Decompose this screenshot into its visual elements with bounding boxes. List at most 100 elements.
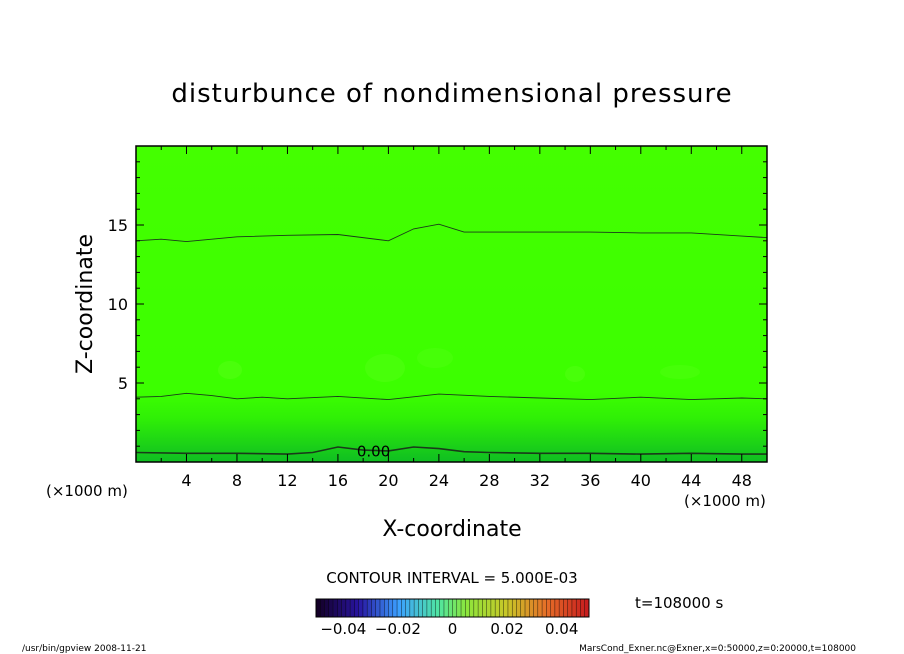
- colorbar-tick-label: −0.04: [320, 620, 366, 638]
- colorbar-segment: [529, 599, 534, 617]
- colorbar-segment: [465, 599, 470, 617]
- y-tick-label: 10: [108, 295, 128, 314]
- colorbar-segment: [345, 599, 351, 617]
- x-tick-label: 36: [580, 471, 600, 490]
- colorbar-tick-label: 0.02: [490, 620, 523, 638]
- colorbar-segment: [495, 599, 500, 617]
- blob: [565, 366, 585, 382]
- x-axis-label: X-coordinate: [382, 517, 521, 542]
- blob: [218, 361, 242, 379]
- colorbar-segment: [486, 599, 492, 617]
- colorbar-segment: [550, 599, 556, 617]
- colorbar-segment: [512, 599, 517, 617]
- colorbar-segment: [452, 599, 457, 617]
- colorbar-segment: [478, 599, 483, 617]
- contour-lines: 0.00: [135, 223, 768, 460]
- x-tick-label: 12: [277, 471, 297, 490]
- colorbar-segment: [379, 599, 385, 617]
- x-unit-right: (×1000 m): [684, 492, 766, 510]
- blob: [660, 365, 700, 379]
- colorbar-segment: [571, 599, 577, 617]
- colorbar-segment: [362, 599, 368, 617]
- footer-left: /usr/bin/gpview 2008-11-21: [22, 644, 146, 654]
- x-tick-label: 40: [631, 471, 651, 490]
- x-tick-label: 20: [378, 471, 398, 490]
- colorbar-segment: [507, 599, 513, 617]
- colorbar-segment: [397, 599, 402, 617]
- x-tick-label: 16: [328, 471, 348, 490]
- colorbar-segment: [320, 599, 325, 617]
- x-tick-label: 8: [232, 471, 242, 490]
- colorbar-frame: [315, 598, 590, 618]
- colorbar-segment: [469, 599, 475, 617]
- colorbar-tick-label: 0: [448, 620, 458, 638]
- colorbar-segment: [456, 599, 462, 617]
- colorbar-segment: [392, 599, 398, 617]
- colorbar-segment: [426, 599, 432, 617]
- colorbar-segment: [431, 599, 436, 617]
- colorbar-segment: [337, 599, 342, 617]
- colorbar-segment: [580, 599, 585, 617]
- colorbar-segment: [525, 599, 530, 617]
- colorbar-segment: [388, 599, 393, 617]
- colorbar-segment: [499, 599, 504, 617]
- colorbar-segment: [418, 599, 423, 617]
- colorbar-segment: [375, 599, 381, 617]
- contour-line: [135, 446, 767, 455]
- y-axis-label: Z-coordinate: [73, 234, 98, 374]
- colorbar-tick-label: −0.02: [375, 620, 421, 638]
- colorbar-segment: [473, 599, 479, 617]
- colorbar-segment: [490, 599, 496, 617]
- colorbar-segment: [448, 599, 453, 617]
- colorbar-segment: [384, 599, 389, 617]
- colorbar-segment: [333, 599, 338, 617]
- colorbar-segment: [435, 599, 440, 617]
- colorbar-segment: [554, 599, 560, 617]
- contour-line: [135, 392, 768, 401]
- colorbar-segment: [542, 599, 547, 617]
- colorbar-segment: [316, 599, 321, 617]
- colorbar-segment: [354, 599, 359, 617]
- colorbar-segment: [341, 599, 347, 617]
- colorbar-segment: [350, 599, 355, 617]
- colorbar-segment: [533, 599, 539, 617]
- colorbar-segment: [401, 599, 406, 617]
- colorbar-segment: [367, 599, 372, 617]
- blob: [365, 354, 405, 382]
- colorbar-segment: [537, 599, 543, 617]
- blob: [417, 348, 453, 368]
- colorbar-segment: [516, 599, 521, 617]
- y-tick-label: 5: [118, 374, 128, 393]
- colorbar-segment: [503, 599, 509, 617]
- colorbar-segment: [461, 599, 466, 617]
- colorbar: −0.04 −0.02 0 0.02 0.04: [315, 598, 590, 638]
- x-unit-left: (×1000 m): [46, 482, 128, 500]
- colorbar-segment: [414, 599, 419, 617]
- x-tick-label: 24: [429, 471, 449, 490]
- colorbar-segment: [520, 599, 526, 617]
- time-text: t=108000 s: [635, 594, 723, 612]
- colorbar-segment: [576, 599, 581, 617]
- x-tick-label: 44: [681, 471, 701, 490]
- x-tick-label: 48: [732, 471, 752, 490]
- colorbar-segment: [439, 599, 445, 617]
- y-tick-label: 15: [108, 216, 128, 235]
- colorbar-segment: [405, 599, 411, 617]
- colorbar-segment: [324, 599, 329, 617]
- contour-line: [135, 223, 768, 243]
- contour-fill: [136, 146, 767, 462]
- colorbar-segment: [482, 599, 487, 617]
- footer-right: MarsCond_Exner.nc@Exner,x=0:50000,z=0:20…: [579, 644, 856, 654]
- x-tick-label: 32: [530, 471, 550, 490]
- colorbar-segment: [559, 599, 564, 617]
- x-tick-label: 4: [181, 471, 191, 490]
- colorbar-segment: [567, 599, 573, 617]
- contour-interval-text: CONTOUR INTERVAL = 5.000E-03: [326, 569, 577, 587]
- colorbar-segment: [358, 599, 364, 617]
- colorbar-segment: [409, 599, 415, 617]
- x-tick-label: 28: [479, 471, 499, 490]
- colorbar-segment: [328, 599, 334, 617]
